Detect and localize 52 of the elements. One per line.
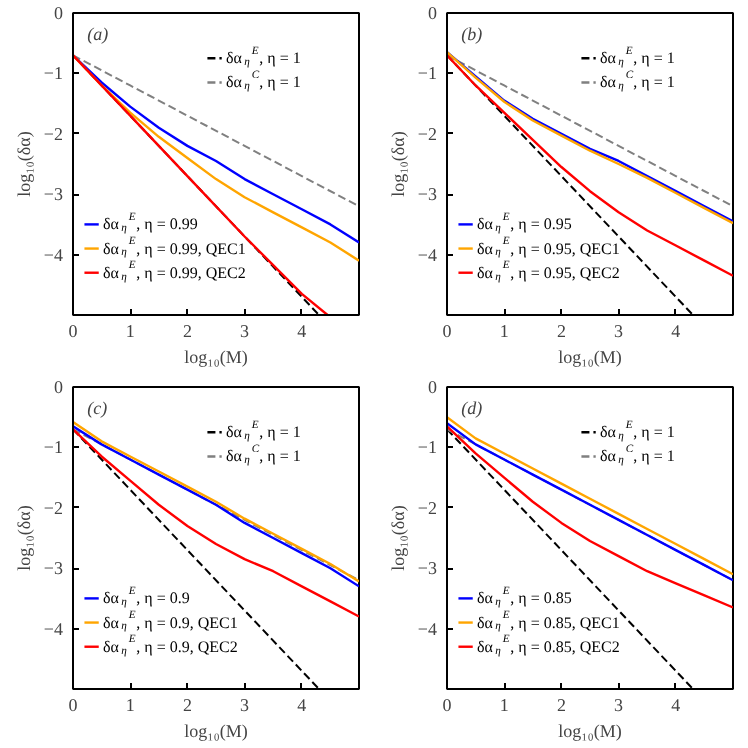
x-tick-label: 1 <box>499 695 509 715</box>
x-tick-label: 1 <box>125 321 135 341</box>
x-tick-label: 2 <box>556 695 566 715</box>
y-axis-title: log₁₀(δα) <box>387 505 408 571</box>
x-tick-label: 3 <box>614 321 625 341</box>
x-tick-label: 4 <box>671 695 682 715</box>
y-tick-label: −3 <box>43 558 64 579</box>
y-tick-label: −4 <box>417 244 438 265</box>
annotation: (a) <box>87 24 109 45</box>
y-tick-label: −1 <box>43 63 63 84</box>
x-tick-label: 2 <box>182 321 192 341</box>
y-tick-label: −3 <box>417 184 438 205</box>
y-tick-label: −2 <box>417 123 437 144</box>
y-tick-label: −1 <box>43 437 63 458</box>
y-tick-label: −2 <box>43 123 63 144</box>
y-tick-label: 0 <box>428 377 438 397</box>
y-axis-title: log₁₀(δα) <box>387 131 408 197</box>
x-tick-label: 2 <box>182 695 192 715</box>
y-tick-label: 0 <box>54 377 64 397</box>
y-tick-label: −3 <box>43 184 64 205</box>
x-axis-title: log₁₀(M) <box>558 347 622 367</box>
x-tick-label: 2 <box>556 321 566 341</box>
y-tick-label: −1 <box>417 63 437 84</box>
y-tick-label: −4 <box>43 244 64 265</box>
annotation: (b) <box>461 24 483 45</box>
y-tick-label: −1 <box>417 437 437 458</box>
x-tick-label: 0 <box>442 695 453 715</box>
x-tick-label: 0 <box>68 321 79 341</box>
x-tick-label: 4 <box>297 321 308 341</box>
x-tick-label: 3 <box>240 321 251 341</box>
x-tick-label: 3 <box>614 695 625 715</box>
x-tick-label: 3 <box>240 695 251 715</box>
x-axis-title: log₁₀(M) <box>558 721 622 741</box>
x-axis-title: log₁₀(M) <box>184 347 248 367</box>
x-tick-label: 0 <box>68 695 79 715</box>
annotation: (c) <box>87 398 108 419</box>
y-tick-label: −3 <box>417 558 438 579</box>
x-tick-label: 1 <box>125 695 135 715</box>
x-tick-label: 4 <box>671 321 682 341</box>
y-tick-label: 0 <box>428 3 438 23</box>
y-tick-label: −4 <box>43 618 64 639</box>
x-axis-title: log₁₀(M) <box>184 721 248 741</box>
y-tick-label: −2 <box>417 497 437 518</box>
x-tick-label: 1 <box>499 321 509 341</box>
y-tick-label: −2 <box>43 497 63 518</box>
y-axis-title: log₁₀(δα) <box>13 131 34 197</box>
annotation: (d) <box>461 398 483 419</box>
x-tick-label: 4 <box>297 695 308 715</box>
y-axis-title: log₁₀(δα) <box>13 505 34 571</box>
y-tick-label: −4 <box>417 618 438 639</box>
y-tick-label: 0 <box>54 3 64 23</box>
x-tick-label: 0 <box>442 321 453 341</box>
